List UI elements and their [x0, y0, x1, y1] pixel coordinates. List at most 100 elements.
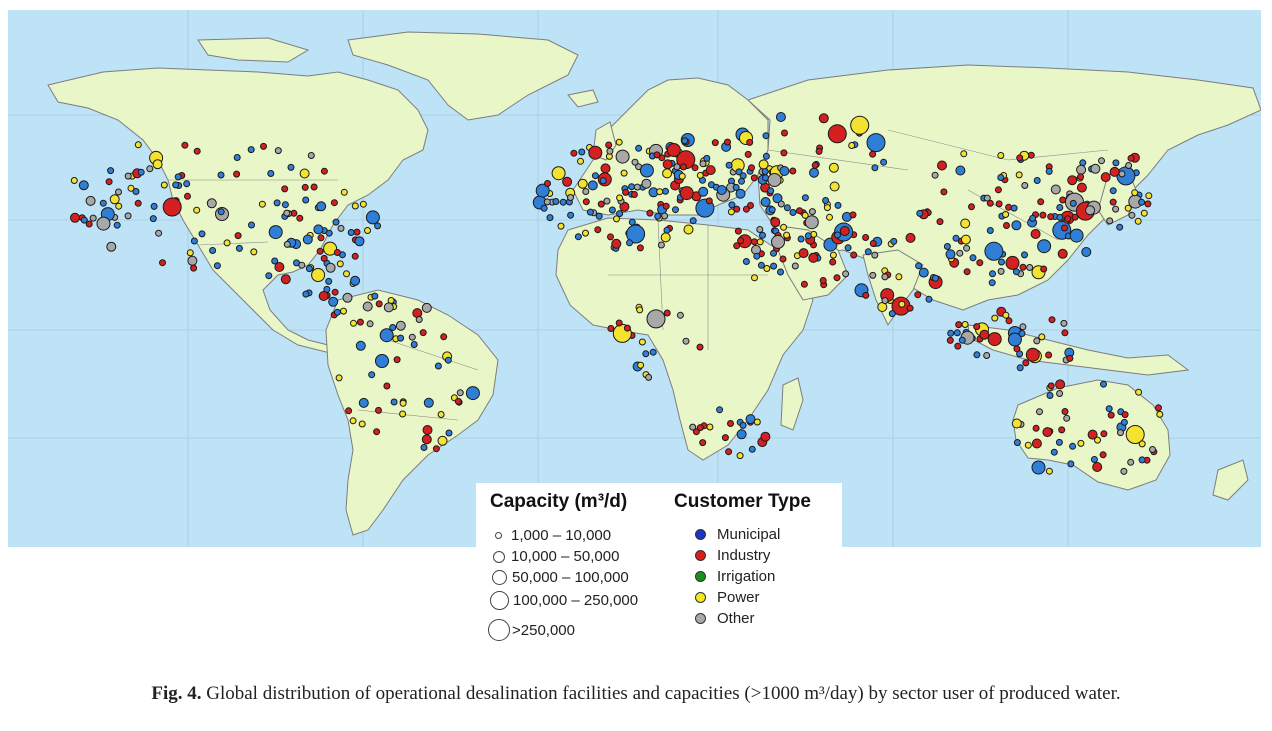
- facility-marker: [768, 206, 776, 214]
- facility-marker: [1106, 217, 1114, 225]
- facility-marker: [193, 206, 201, 214]
- facility-marker: [353, 228, 361, 236]
- facility-marker: [1047, 382, 1055, 390]
- facility-marker: [544, 180, 551, 187]
- facility-marker: [918, 267, 929, 278]
- facility-marker: [1042, 427, 1053, 438]
- facility-marker: [332, 218, 340, 226]
- facility-marker: [811, 161, 819, 169]
- facility-marker: [973, 323, 981, 331]
- facility-marker: [137, 168, 145, 176]
- facility-marker: [808, 208, 816, 216]
- facility-marker: [991, 314, 999, 322]
- facility-marker: [1127, 154, 1135, 162]
- facility-marker: [420, 444, 428, 451]
- facility-marker: [759, 231, 766, 239]
- customer-type-legend: Customer Type: [674, 491, 811, 513]
- facility-marker: [89, 214, 97, 222]
- facility-marker: [399, 410, 407, 418]
- facility-marker: [946, 336, 954, 344]
- facility-marker: [375, 354, 389, 368]
- facility-marker: [577, 157, 584, 165]
- small-circle-icon: [495, 532, 502, 539]
- facility-marker: [437, 435, 448, 446]
- facility-marker: [839, 226, 850, 236]
- facility-marker: [543, 198, 551, 206]
- world-map: [8, 10, 1261, 547]
- facility-marker: [748, 164, 755, 172]
- facility-marker: [619, 201, 630, 212]
- facility-marker: [989, 270, 996, 278]
- facility-marker: [898, 300, 906, 308]
- facility-marker: [760, 431, 771, 442]
- circle-icon: [492, 570, 507, 585]
- facility-marker: [78, 180, 89, 191]
- facility-marker: [1109, 187, 1117, 195]
- facility-marker: [1077, 173, 1085, 181]
- facility-marker: [350, 319, 357, 327]
- facility-marker: [736, 452, 744, 460]
- facility-marker: [969, 254, 977, 262]
- facility-marker: [1033, 337, 1041, 345]
- facility-marker: [273, 199, 281, 207]
- facility-marker: [711, 139, 719, 147]
- facility-marker: [869, 150, 877, 158]
- facility-marker: [639, 163, 654, 178]
- customer-type-legend-item: Power: [695, 589, 760, 606]
- facility-marker: [342, 292, 353, 303]
- facility-marker: [796, 207, 803, 215]
- facility-marker: [283, 209, 291, 217]
- facility-marker: [233, 154, 241, 161]
- facility-marker: [302, 290, 310, 298]
- facility-marker: [937, 160, 947, 171]
- facility-marker: [410, 341, 418, 348]
- facility-marker: [626, 239, 633, 247]
- facility-marker: [1022, 359, 1030, 367]
- facility-marker: [115, 188, 122, 196]
- madagascar: [780, 377, 804, 431]
- facility-marker: [849, 211, 857, 219]
- facility-marker: [750, 238, 758, 246]
- facility-marker: [444, 356, 452, 364]
- facility-marker: [337, 224, 345, 232]
- facility-marker: [345, 407, 353, 415]
- capacity-legend-item: 1,000 – 10,000: [492, 527, 611, 544]
- facility-marker: [206, 198, 217, 209]
- facility-marker: [1066, 354, 1074, 362]
- facility-marker: [299, 168, 310, 179]
- facility-marker: [987, 332, 1002, 347]
- facility-marker: [890, 237, 898, 245]
- facility-marker: [1112, 205, 1120, 213]
- customer-type-legend-title: Customer Type: [674, 491, 811, 512]
- facility-marker: [162, 197, 182, 217]
- facility-marker: [742, 205, 750, 213]
- facility-marker: [217, 208, 225, 216]
- facility-marker: [914, 291, 922, 299]
- facility-marker: [1026, 264, 1034, 271]
- facility-marker: [983, 194, 991, 202]
- facility-marker: [328, 296, 339, 307]
- facility-marker: [356, 318, 364, 326]
- facility-marker: [113, 221, 121, 229]
- facility-marker: [586, 208, 594, 216]
- facility-marker: [1016, 154, 1024, 162]
- facility-marker: [419, 329, 427, 337]
- facility-marker: [343, 270, 350, 278]
- facility-marker: [351, 202, 359, 210]
- facility-marker: [437, 411, 445, 418]
- facility-marker: [815, 147, 823, 155]
- facility-marker: [1002, 211, 1010, 218]
- facility-marker: [325, 229, 333, 237]
- facility-marker: [636, 244, 644, 252]
- facility-marker: [1069, 442, 1077, 450]
- facility-marker: [734, 227, 742, 235]
- facility-marker: [311, 268, 326, 282]
- facility-marker: [383, 302, 394, 313]
- facility-marker: [250, 248, 258, 256]
- facility-marker: [258, 200, 266, 208]
- facility-marker: [1031, 460, 1046, 475]
- facility-marker: [318, 291, 329, 301]
- facility-marker: [1016, 364, 1024, 372]
- facility-marker: [662, 202, 670, 210]
- facility-marker: [274, 262, 285, 272]
